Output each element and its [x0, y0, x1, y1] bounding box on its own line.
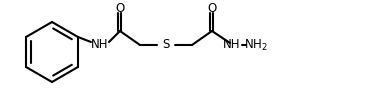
Text: NH: NH — [223, 38, 241, 51]
Text: O: O — [207, 2, 217, 15]
Text: S: S — [162, 38, 170, 51]
Text: O: O — [115, 2, 125, 15]
Text: NH$_2$: NH$_2$ — [244, 37, 268, 53]
Text: NH: NH — [91, 38, 109, 51]
